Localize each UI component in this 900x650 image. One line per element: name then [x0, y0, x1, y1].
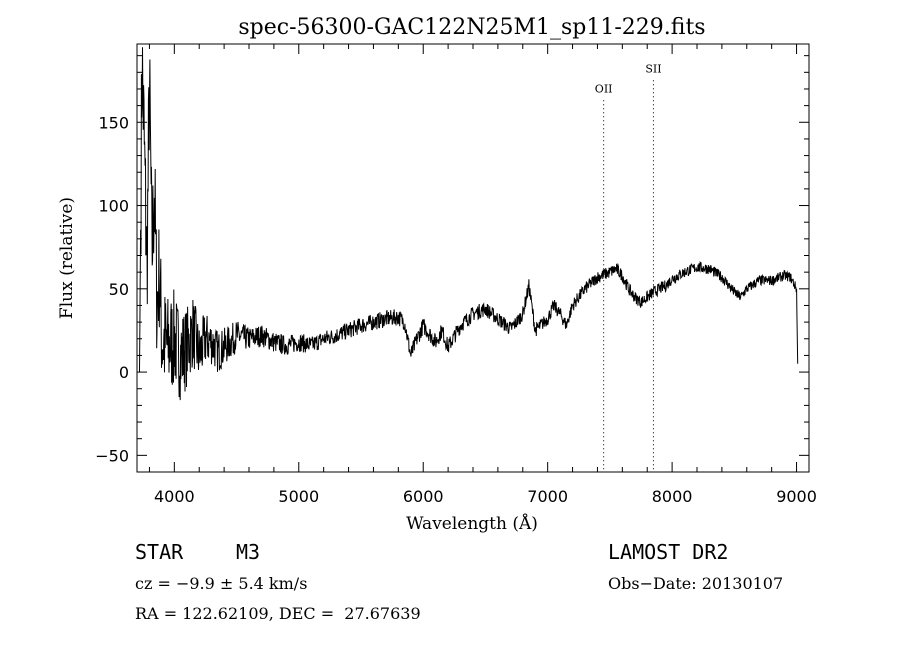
x-tick-label: 9000	[776, 487, 817, 506]
plot-frame	[136, 43, 810, 473]
emission-lines: OII SII	[595, 62, 662, 472]
x-tick-label: 8000	[652, 487, 693, 506]
chart-title: spec-56300-GAC122N25M1_sp11-229.fits	[238, 15, 705, 40]
x-tick-label: 7000	[527, 487, 568, 506]
object-subclass: M3	[236, 540, 261, 564]
x-tick-label: 5000	[278, 487, 319, 506]
emission-line-label: OII	[595, 82, 613, 95]
observation-date: Obs−Date: 20130107	[608, 574, 784, 593]
object-class: STAR	[135, 540, 184, 564]
emission-line-label: SII	[645, 62, 661, 75]
y-tick-label: 100	[98, 197, 129, 216]
y-axis-label: Flux (relative)	[57, 197, 77, 319]
y-tick-label: 0	[119, 363, 129, 382]
plot-area: 4000 5000 6000 7000 8000 9000 −50 0 50 100 150 OII…	[95, 43, 817, 506]
x-axis-label: Wavelength (Å)	[406, 513, 538, 534]
spectrum-line	[139, 47, 799, 401]
axis-ticks	[137, 44, 809, 472]
x-tick-label: 6000	[403, 487, 444, 506]
survey-name: LAMOST DR2	[608, 540, 729, 564]
y-tick-label: −50	[95, 446, 129, 465]
x-tick-label: 4000	[154, 487, 195, 506]
redshift-readout: cz = −9.9 ± 5.4 km/s	[135, 574, 308, 593]
axis-tick-labels: 4000 5000 6000 7000 8000 9000 −50 0 50 100 150	[95, 113, 817, 506]
y-tick-label: 50	[109, 280, 129, 299]
coordinates-readout: RA = 122.62109, DEC = 27.67639	[135, 604, 421, 623]
y-tick-label: 150	[98, 113, 129, 132]
